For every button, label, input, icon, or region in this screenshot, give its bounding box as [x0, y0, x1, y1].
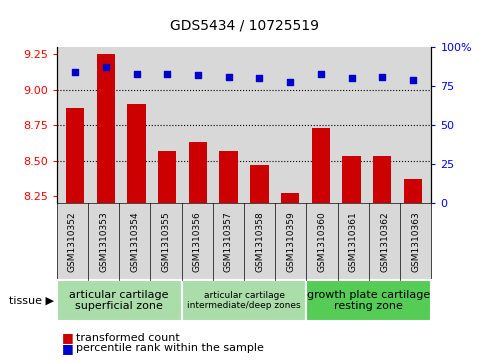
Text: GSM1310354: GSM1310354 — [130, 211, 139, 272]
Bar — [281, 193, 299, 203]
Text: GSM1310352: GSM1310352 — [68, 211, 77, 272]
Text: ■: ■ — [62, 331, 73, 344]
Bar — [219, 151, 238, 203]
Point — [225, 74, 233, 80]
Bar — [404, 179, 422, 203]
Bar — [312, 128, 330, 203]
Point — [348, 76, 355, 81]
Text: ■: ■ — [62, 342, 73, 355]
Point — [286, 79, 294, 85]
Text: GSM1310353: GSM1310353 — [99, 211, 108, 272]
Bar — [342, 156, 361, 203]
Point — [71, 69, 79, 75]
Text: GSM1310356: GSM1310356 — [193, 211, 202, 272]
Point — [378, 74, 386, 80]
Bar — [373, 156, 391, 203]
Text: GSM1310355: GSM1310355 — [162, 211, 171, 272]
Text: growth plate cartilage
resting zone: growth plate cartilage resting zone — [307, 290, 430, 311]
Point — [255, 76, 263, 81]
Bar — [127, 104, 146, 203]
Point — [133, 71, 141, 77]
Text: percentile rank within the sample: percentile rank within the sample — [76, 343, 264, 354]
Point — [163, 71, 171, 77]
Text: articular cartilage
superficial zone: articular cartilage superficial zone — [70, 290, 169, 311]
Text: GSM1310361: GSM1310361 — [349, 211, 358, 272]
Text: GSM1310360: GSM1310360 — [317, 211, 326, 272]
Text: GSM1310359: GSM1310359 — [286, 211, 295, 272]
Bar — [189, 142, 207, 203]
Point — [409, 77, 417, 83]
Point — [194, 72, 202, 78]
Text: transformed count: transformed count — [76, 333, 180, 343]
Text: GDS5434 / 10725519: GDS5434 / 10725519 — [170, 19, 318, 33]
Text: GSM1310363: GSM1310363 — [411, 211, 420, 272]
Bar — [97, 54, 115, 203]
Bar — [158, 151, 176, 203]
Text: GSM1310357: GSM1310357 — [224, 211, 233, 272]
Text: GSM1310362: GSM1310362 — [380, 211, 389, 272]
Text: GSM1310358: GSM1310358 — [255, 211, 264, 272]
Bar — [66, 108, 84, 203]
Point — [102, 65, 110, 70]
Text: articular cartilage
intermediate/deep zones: articular cartilage intermediate/deep zo… — [187, 291, 301, 310]
Point — [317, 71, 325, 77]
Text: tissue ▶: tissue ▶ — [9, 295, 54, 305]
Bar — [250, 165, 269, 203]
